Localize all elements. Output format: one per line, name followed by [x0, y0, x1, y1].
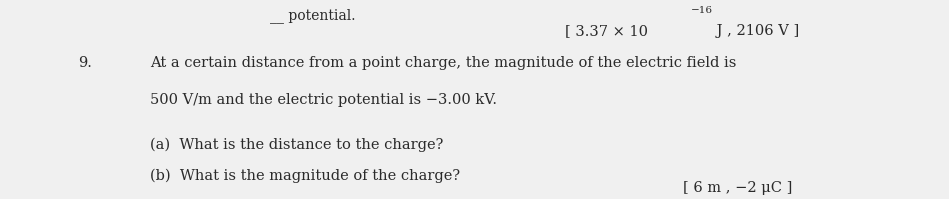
Text: (b)  What is the magnitude of the charge?: (b) What is the magnitude of the charge? [150, 168, 460, 182]
Text: __ potential.: __ potential. [270, 8, 356, 23]
Text: 9.: 9. [78, 56, 92, 70]
Text: 500 V/m and the electric potential is −3.00 kV.: 500 V/m and the electric potential is −3… [150, 93, 497, 106]
Text: [ 6 m , −2 μC ]: [ 6 m , −2 μC ] [683, 181, 792, 195]
Text: (a)  What is the distance to the charge?: (a) What is the distance to the charge? [150, 137, 443, 152]
Text: [ 3.37 × 10: [ 3.37 × 10 [565, 24, 647, 38]
Text: At a certain distance from a point charge, the magnitude of the electric field i: At a certain distance from a point charg… [150, 56, 736, 70]
Text: −16: −16 [691, 6, 713, 15]
Text: J , 2106 V ]: J , 2106 V ] [712, 24, 799, 38]
